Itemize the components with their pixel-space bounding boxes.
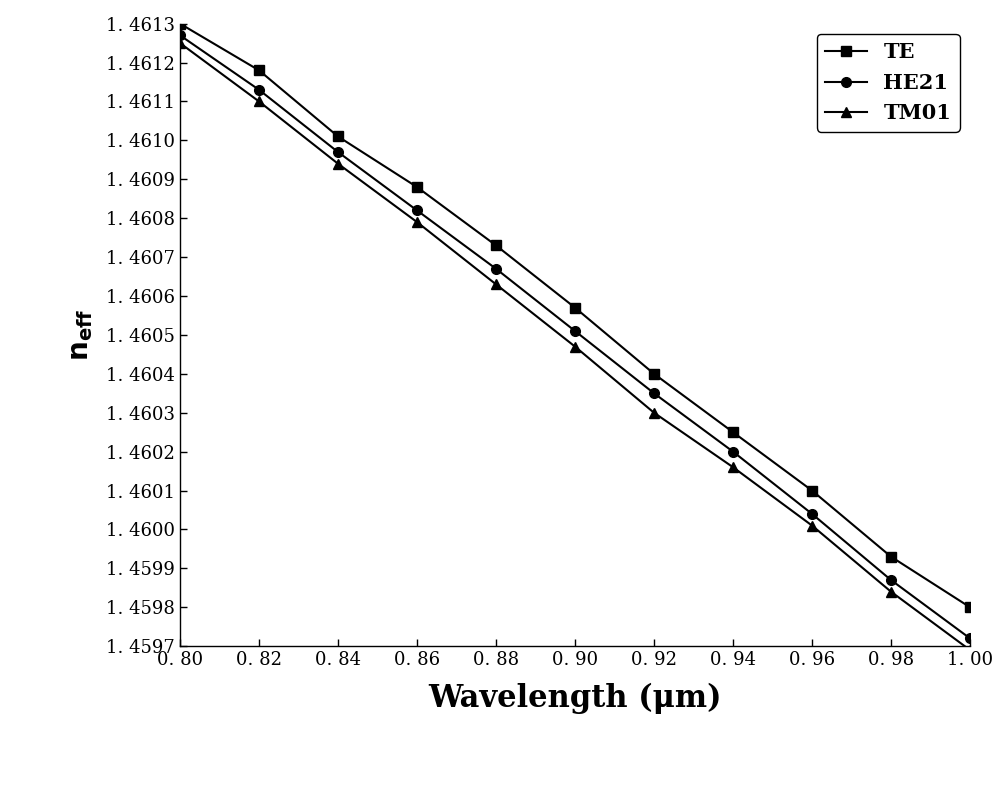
HE21	[964, 634, 976, 643]
TM01	[411, 217, 423, 227]
TM01	[569, 342, 581, 351]
TM01	[806, 521, 818, 530]
X-axis label: Wavelength (μm): Wavelength (μm)	[428, 683, 722, 714]
TE	[253, 65, 265, 75]
HE21	[885, 575, 897, 585]
TE	[964, 603, 976, 612]
Y-axis label: $\mathbf{n_{eff}}$: $\mathbf{n_{eff}}$	[68, 309, 95, 361]
Line: TE: TE	[175, 19, 975, 612]
TE	[806, 486, 818, 496]
TM01	[253, 97, 265, 106]
HE21	[332, 147, 344, 157]
HE21	[648, 388, 660, 398]
TM01	[964, 645, 976, 655]
TE	[569, 303, 581, 312]
TE	[490, 240, 502, 250]
TE	[411, 182, 423, 191]
TE	[727, 427, 739, 437]
TM01	[727, 463, 739, 472]
Line: TM01: TM01	[175, 39, 975, 655]
HE21	[411, 206, 423, 215]
TM01	[885, 587, 897, 597]
TM01	[648, 408, 660, 418]
HE21	[806, 509, 818, 519]
Line: HE21: HE21	[175, 31, 975, 643]
HE21	[490, 264, 502, 273]
TE	[885, 552, 897, 561]
HE21	[727, 447, 739, 456]
TM01	[490, 280, 502, 289]
TE	[332, 132, 344, 141]
TM01	[332, 159, 344, 169]
TM01	[174, 39, 186, 48]
HE21	[174, 31, 186, 40]
TE	[174, 19, 186, 28]
HE21	[569, 326, 581, 336]
TE	[648, 369, 660, 378]
Legend: TE, HE21, TM01: TE, HE21, TM01	[817, 34, 960, 132]
HE21	[253, 85, 265, 95]
